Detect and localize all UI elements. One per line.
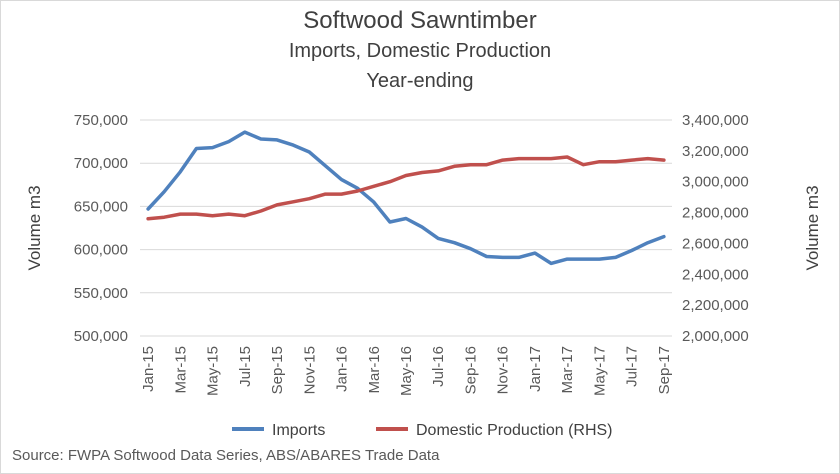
y-axis-right-title: Volume m3 (803, 185, 822, 270)
legend-domestic-label: Domestic Production (RHS) (416, 422, 613, 439)
x-tick-label: Jul-15 (237, 346, 254, 387)
y-axis-left-ticks: 500,000 550,000 600,000 650,000 700,000 750,0… (74, 112, 128, 345)
y-left-tick-label: 750,000 (74, 112, 128, 129)
x-tick-label: Jan-17 (527, 346, 544, 392)
x-tick-label: Mar-16 (366, 346, 383, 394)
x-axis-ticks: Jan-15 Mar-15 May-15 Jul-15 Sep-15 Nov-15 Jan-… (140, 346, 673, 396)
y-right-tick-label: 2,200,000 (682, 297, 749, 314)
x-tick-label: Mar-15 (172, 346, 189, 394)
y-left-tick-label: 650,000 (74, 198, 128, 215)
y-left-tick-label: 700,000 (74, 155, 128, 172)
x-tick-label: Jul-16 (430, 346, 447, 387)
y-left-tick-label: 550,000 (74, 285, 128, 302)
x-tick-label: Jan-15 (140, 346, 157, 392)
y-left-tick-label: 600,000 (74, 242, 128, 259)
x-tick-label: Sep-15 (269, 346, 286, 394)
y-right-tick-label: 2,800,000 (682, 205, 749, 222)
x-tick-label: Mar-17 (559, 346, 576, 394)
x-tick-label: May-16 (398, 346, 415, 396)
chart-subtitle-2: Year-ending (366, 70, 474, 92)
x-tick-label: May-15 (205, 346, 222, 396)
chart-subtitle-1: Imports, Domestic Production (288, 40, 552, 62)
y-left-tick-label: 500,000 (74, 328, 128, 345)
y-right-tick-label: 2,000,000 (682, 328, 749, 345)
series-line-imports (146, 130, 666, 266)
y-right-tick-label: 2,600,000 (682, 235, 749, 252)
x-tick-label: Jan-16 (334, 346, 351, 392)
y-right-tick-label: 3,200,000 (682, 143, 749, 160)
series-line-domestic-production (146, 155, 666, 221)
source-note: Source: FWPA Softwood Data Series, ABS/A… (12, 447, 440, 464)
x-tick-label: Sep-16 (462, 346, 479, 394)
x-tick-label: Sep-17 (656, 346, 673, 394)
legend-imports-label: Imports (272, 422, 325, 439)
y-right-tick-label: 2,400,000 (682, 266, 749, 283)
y-right-tick-label: 3,400,000 (682, 112, 749, 129)
y-axis-right-ticks: 2,000,000 2,200,000 2,400,000 2,600,000 2,80… (682, 112, 749, 345)
series-lines (146, 130, 666, 266)
gridlines (140, 119, 672, 337)
x-tick-label: Nov-15 (301, 346, 318, 394)
legend: Imports Domestic Production (RHS) (232, 422, 613, 439)
chart-title: Softwood Sawntimber (303, 7, 537, 34)
x-tick-label: May-17 (591, 346, 608, 396)
x-tick-label: Nov-16 (495, 346, 512, 394)
chart-title-block: Softwood Sawntimber Imports, Domestic Pr… (0, 6, 840, 96)
y-axis-left-title: Volume m3 (25, 185, 44, 270)
y-right-tick-label: 3,000,000 (682, 174, 749, 191)
x-tick-label: Jul-17 (624, 346, 641, 387)
